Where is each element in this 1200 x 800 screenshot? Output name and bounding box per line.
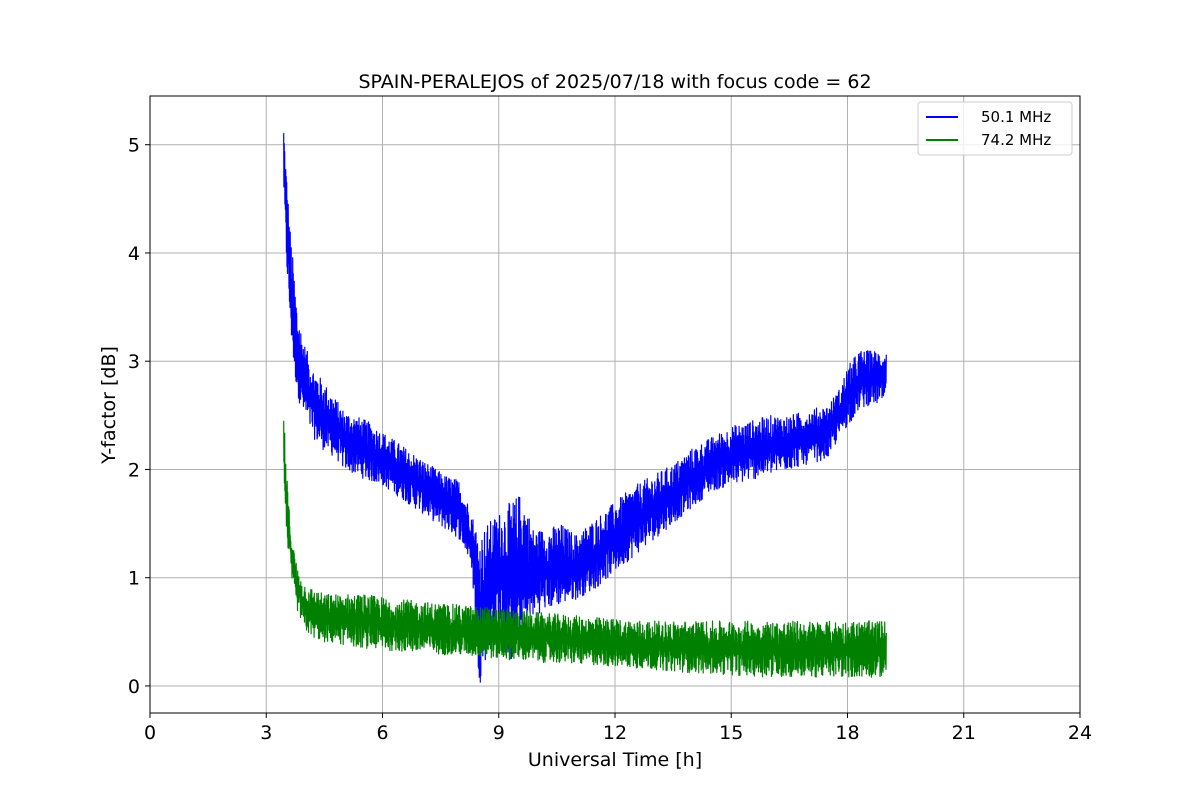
series-line-0 [283,133,887,683]
y-tick-label: 5 [128,135,140,157]
y-tick-label: 1 [128,568,140,590]
series-layer [283,133,887,683]
legend-label-74mhz: 74.2 MHz [981,131,1051,149]
x-tick-label: 6 [376,722,388,744]
x-tick-label: 18 [835,722,859,744]
y-tick-label: 4 [128,243,140,265]
x-tick-label: 15 [719,722,743,744]
legend: 50.1 MHz 74.2 MHz [917,101,1073,156]
y-axis-label: Y-factor [dB] [98,346,120,465]
y-tick-label: 0 [128,676,140,698]
series-line-1 [283,420,887,678]
x-tick-label: 9 [493,722,505,744]
y-tick-label: 3 [128,351,140,373]
y-tick-label: 2 [128,459,140,481]
x-tick-label: 3 [260,722,272,744]
x-axis-label: Universal Time [h] [528,749,702,771]
chart-title: SPAIN-PERALEJOS of 2025/07/18 with focus… [358,71,871,93]
x-tick-label: 0 [144,722,156,744]
legend-box [917,101,1073,156]
legend-label-50mhz: 50.1 MHz [981,108,1051,126]
x-tick-label: 21 [952,722,976,744]
x-tick-label: 12 [603,722,627,744]
x-tick-label: 24 [1068,722,1092,744]
